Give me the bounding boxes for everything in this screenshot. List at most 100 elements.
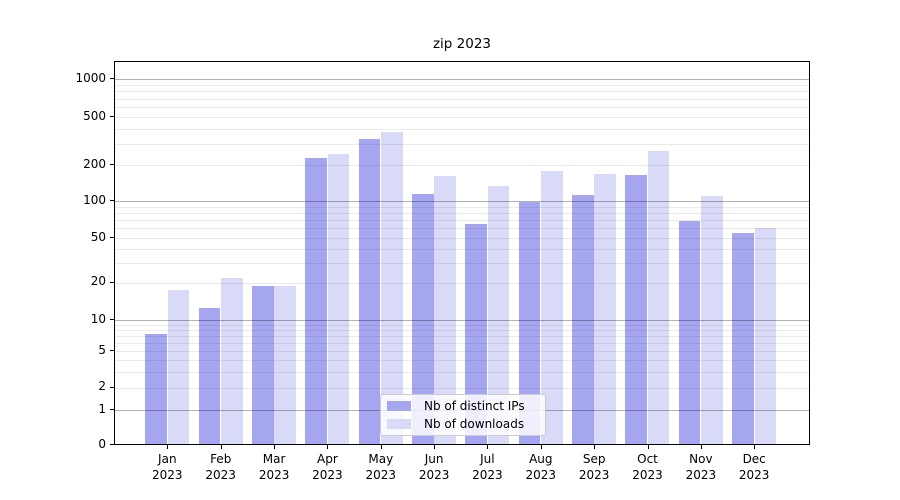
bar-dec-distinct-ips: [732, 232, 754, 444]
bar-nov-distinct-ips: [678, 220, 701, 444]
bar-jul-downloads: [487, 185, 510, 444]
x-tick-label-oct: Oct 2023: [632, 452, 663, 482]
y-tick-label-200: 200: [83, 156, 106, 171]
y-tick-label-500: 500: [83, 108, 106, 123]
bar-sep-downloads: [594, 174, 617, 444]
y-tick-label-50: 50: [90, 229, 106, 244]
bar-nov-downloads: [701, 196, 723, 444]
bar-jul-distinct-ips: [465, 223, 487, 444]
plot-area: Nb of distinct IPs Nb of downloads: [114, 61, 810, 445]
x-tick-label-may: May 2023: [365, 452, 397, 482]
x-tick-oct: [647, 445, 649, 449]
minor-gridline-200: [115, 165, 809, 167]
minor-gridline-700: [115, 98, 809, 100]
y-tick-20: [110, 281, 114, 283]
minor-gridline-300: [115, 143, 809, 145]
minor-gridline-6: [115, 343, 809, 345]
legend-item-distinct-ips: Nb of distinct IPs: [387, 399, 537, 414]
y-tick-label-5: 5: [98, 342, 106, 357]
x-tick-may: [380, 445, 382, 449]
bar-jan-downloads: [167, 289, 190, 444]
bar-feb-downloads: [221, 278, 243, 444]
bar-oct-downloads: [647, 150, 670, 444]
x-tick-aug: [540, 445, 542, 449]
y-tick-label-10: 10: [90, 311, 106, 326]
y-tick-5: [110, 350, 114, 352]
x-tick-jul: [487, 445, 489, 449]
bar-aug-distinct-ips: [518, 202, 541, 444]
bar-apr-distinct-ips: [305, 158, 327, 444]
bar-apr-downloads: [327, 153, 350, 444]
minor-gridline-70: [115, 220, 809, 222]
x-tick-jan: [167, 445, 169, 449]
major-gridline-10: [115, 320, 809, 322]
x-tick-mar: [274, 445, 276, 449]
x-tick-dec: [754, 445, 756, 449]
x-tick-label-mar: Mar 2023: [258, 452, 290, 482]
minor-gridline-600: [115, 107, 809, 109]
x-tick-label-apr: Apr 2023: [312, 452, 343, 482]
legend-swatch-downloads: [387, 418, 411, 429]
minor-gridline-400: [115, 128, 809, 130]
minor-gridline-9: [115, 325, 809, 326]
bar-jun-downloads: [434, 175, 457, 444]
minor-gridline-800: [115, 91, 809, 93]
y-tick-label-1: 1: [98, 401, 106, 416]
y-tick-1: [110, 409, 114, 411]
minor-gridline-20: [115, 282, 809, 284]
minor-gridline-50: [115, 238, 809, 239]
y-tick-0: [110, 444, 114, 446]
x-tick-feb: [220, 445, 222, 449]
y-tick-2: [110, 386, 114, 388]
y-tick-label-1000: 1000: [75, 70, 106, 85]
y-tick-label-100: 100: [83, 192, 106, 207]
x-tick-jun: [434, 445, 436, 449]
legend: Nb of distinct IPs Nb of downloads: [380, 394, 546, 436]
y-tick-1000: [110, 78, 114, 80]
y-tick-10: [110, 319, 114, 321]
x-tick-label-dec: Dec 2023: [738, 452, 770, 482]
minor-gridline-60: [115, 228, 809, 230]
legend-label-distinct-ips: Nb of distinct IPs: [424, 399, 525, 414]
legend-label-downloads: Nb of downloads: [424, 416, 525, 431]
x-tick-apr: [327, 445, 329, 449]
minor-gridline-4: [115, 360, 809, 362]
major-gridline-100: [115, 201, 809, 203]
minor-gridline-8: [115, 330, 809, 332]
y-tick-100: [110, 200, 114, 202]
minor-gridline-90: [115, 206, 809, 208]
minor-gridline-5: [115, 351, 809, 353]
chart-title: zip 2023: [432, 36, 492, 52]
x-tick-label-jan: Jan 2023: [152, 452, 183, 482]
minor-gridline-80: [115, 213, 809, 215]
minor-gridline-500: [115, 117, 809, 118]
x-tick-label-jul: Jul 2023: [472, 452, 503, 482]
x-tick-label-feb: Feb 2023: [205, 452, 236, 482]
major-gridline-1000: [115, 79, 809, 81]
bar-may-downloads: [381, 131, 403, 444]
y-tick-label-20: 20: [90, 274, 106, 289]
minor-gridline-30: [115, 262, 809, 264]
bar-mar-distinct-ips: [251, 286, 274, 444]
x-tick-label-jun: Jun 2023: [418, 452, 450, 482]
minor-gridline-2: [115, 387, 809, 389]
y-tick-label-2: 2: [98, 379, 106, 394]
y-tick-500: [110, 116, 114, 117]
minor-gridline-900: [115, 85, 809, 86]
y-tick-200: [110, 164, 114, 166]
bar-sep-distinct-ips: [571, 194, 594, 444]
legend-swatch-distinct-ips: [387, 401, 411, 412]
x-tick-label-aug: Aug 2023: [525, 452, 557, 482]
minor-gridline-3: [115, 371, 809, 373]
bar-oct-distinct-ips: [625, 174, 647, 444]
y-tick-label-0: 0: [98, 436, 106, 451]
bar-may-distinct-ips: [358, 139, 381, 444]
x-tick-nov: [700, 445, 702, 449]
x-tick-sep: [594, 445, 596, 449]
x-tick-label-sep: Sep 2023: [578, 452, 610, 482]
minor-gridline-7: [115, 336, 809, 338]
bar-jan-distinct-ips: [145, 334, 167, 444]
bar-feb-distinct-ips: [198, 308, 221, 444]
legend-item-downloads: Nb of downloads: [387, 417, 537, 432]
